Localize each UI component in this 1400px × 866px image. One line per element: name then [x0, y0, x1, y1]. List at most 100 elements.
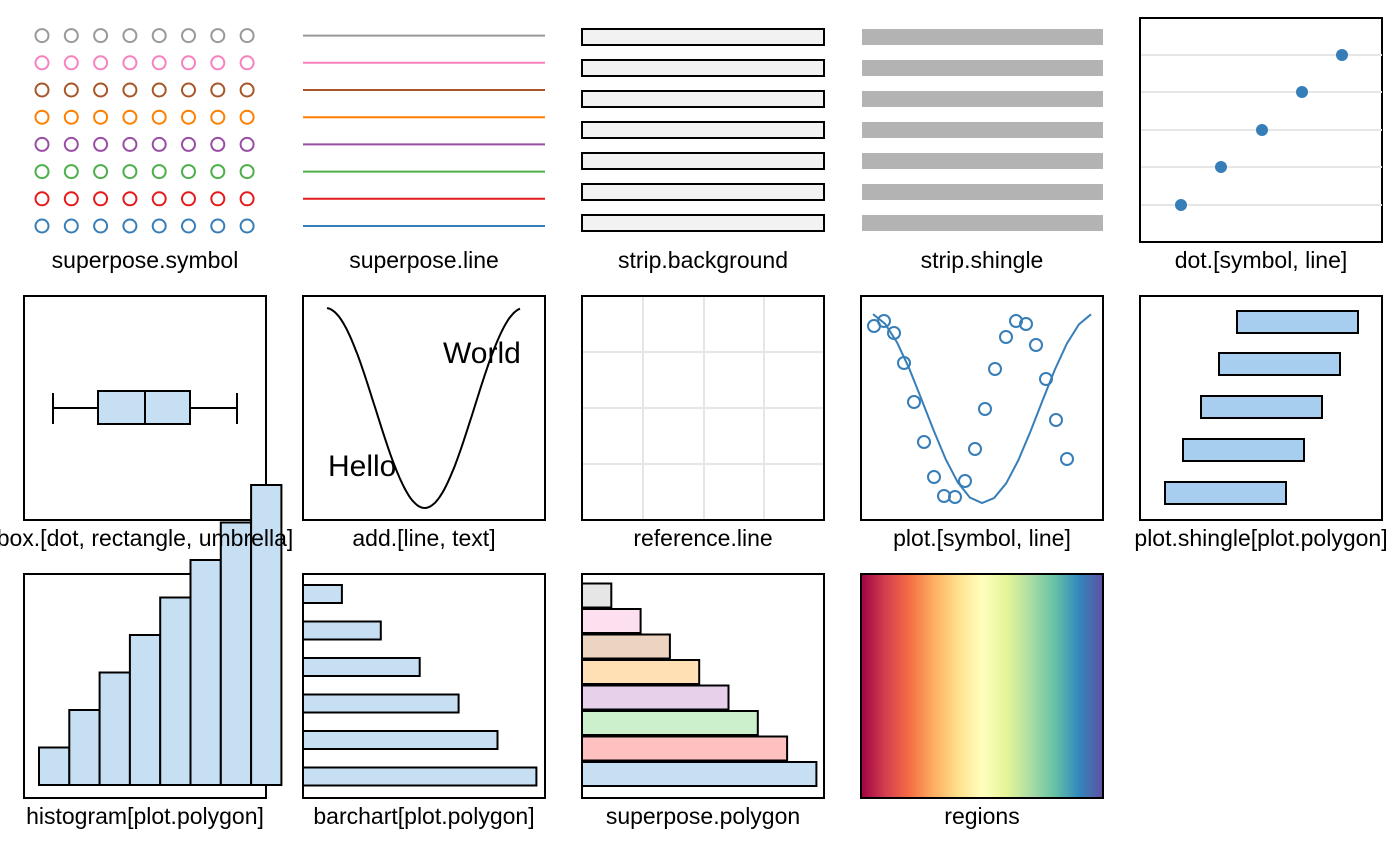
superpose-symbol-point — [181, 164, 196, 180]
strip-background-bar — [581, 152, 825, 170]
superpose-symbol-point — [239, 109, 255, 125]
superpose-symbol-point — [210, 164, 226, 180]
superpose-symbol-point — [34, 82, 50, 98]
superpose-symbol-point — [122, 82, 138, 98]
superpose-polygon-bar — [581, 761, 818, 787]
plot-symbol — [978, 402, 992, 416]
plot-symbol — [1019, 317, 1033, 331]
add-text-hello: Hello — [328, 450, 396, 483]
superpose-polygon-bar — [581, 608, 642, 634]
superpose-symbol-point — [181, 28, 196, 44]
superpose-symbol-point — [151, 218, 167, 234]
superpose-symbol-point — [34, 136, 50, 152]
superpose-symbol-point — [122, 55, 138, 71]
strip-background-bar — [581, 183, 825, 201]
superpose-symbol-point — [34, 218, 50, 234]
superpose-symbol-point — [122, 136, 138, 152]
superpose-symbol-point — [181, 218, 196, 234]
superpose-symbol-point — [239, 55, 255, 71]
superpose-symbol-point — [151, 109, 167, 125]
dot-point — [1256, 124, 1268, 136]
plot-symbol — [968, 442, 982, 456]
plot-line — [872, 313, 1092, 505]
dot-point — [1336, 49, 1348, 61]
shingle-interval — [1182, 438, 1305, 462]
superpose-symbol-point — [34, 28, 50, 44]
superpose-symbol-point — [239, 28, 255, 44]
superpose-symbol-point — [63, 191, 79, 207]
superpose-polygon-bar — [581, 735, 789, 762]
superpose-symbol-point — [122, 28, 138, 44]
label-superpose-symbol: superpose.symbol — [52, 247, 239, 273]
superpose-symbol-point — [151, 82, 167, 98]
superpose-symbol-point — [210, 109, 226, 125]
plot-symbol — [988, 362, 1002, 376]
plot-symbol — [1009, 314, 1023, 328]
superpose-symbol-point — [93, 55, 109, 71]
barchart-bar — [302, 584, 343, 604]
superpose-polygon-bar — [581, 659, 701, 685]
superpose-symbol-point — [122, 191, 138, 207]
superpose-symbol-point — [151, 191, 167, 207]
superpose-symbol-point — [93, 82, 109, 98]
superpose-symbol-point — [63, 218, 79, 234]
strip-shingle-bar — [862, 153, 1103, 169]
strip-shingle-bar — [862, 29, 1103, 45]
label-reference-line: reference.line — [633, 525, 772, 551]
superpose-symbol-point — [93, 109, 109, 125]
dot-point — [1175, 199, 1187, 211]
dot-point — [1296, 86, 1308, 98]
plot-symbol — [887, 326, 901, 340]
superpose-symbol-point — [63, 55, 79, 71]
strip-background-bar — [581, 59, 825, 77]
superpose-symbol-point — [151, 28, 167, 44]
superpose-symbol-point — [34, 55, 50, 71]
strip-shingle-bar — [862, 60, 1103, 76]
superpose-polygon-bar — [581, 684, 730, 711]
shingle-interval — [1218, 352, 1341, 376]
add-line-curve — [326, 307, 521, 510]
superpose-symbol-point — [239, 164, 255, 180]
histogram-bar — [38, 746, 71, 786]
superpose-symbol-point — [239, 82, 255, 98]
superpose-symbol-point — [210, 82, 226, 98]
barchart-bar — [302, 766, 538, 787]
superpose-symbol-point — [63, 136, 79, 152]
superpose-symbol-point — [239, 191, 255, 207]
superpose-symbol-point — [151, 55, 167, 71]
label-plot-shingle: plot.shingle[plot.polygon] — [1134, 525, 1387, 551]
shingle-interval — [1164, 481, 1287, 505]
barchart-bar — [302, 657, 421, 677]
superpose-symbol-point — [93, 28, 109, 44]
superpose-symbol-point — [151, 164, 167, 180]
strip-background-bar — [581, 214, 825, 232]
strip-shingle-bar — [862, 215, 1103, 231]
plot-symbol — [927, 470, 941, 484]
superpose-symbol-point — [93, 218, 109, 234]
barchart-panel-frame — [302, 573, 546, 799]
strip-background-bar — [581, 28, 825, 46]
strip-shingle-bar — [862, 91, 1103, 107]
shingle-interval — [1200, 395, 1323, 419]
labels-layer: superpose.symbol superpose.line strip.ba… — [0, 247, 1388, 829]
barchart-bar — [302, 693, 460, 714]
plot-symbol — [1060, 452, 1074, 466]
plot-symbol — [1039, 372, 1053, 386]
superpose-symbol-point — [122, 109, 138, 125]
plot-symbol — [877, 314, 891, 328]
strip-shingle-bar — [862, 184, 1103, 200]
strip-background-bar — [581, 90, 825, 108]
dot-point — [1215, 161, 1227, 173]
superpose-symbol-point — [122, 164, 138, 180]
plot-symbol — [907, 395, 921, 409]
histogram-bar — [189, 559, 222, 786]
superpose-symbol-point — [93, 164, 109, 180]
superpose-symbol-point — [63, 164, 79, 180]
superpose-symbol-point — [239, 136, 255, 152]
plot-symbol — [948, 490, 962, 504]
superpose-symbol-point — [93, 191, 109, 207]
label-add: add.[line, text] — [352, 525, 495, 551]
histogram-bar — [159, 596, 192, 786]
label-dot: dot.[symbol, line] — [1175, 247, 1348, 273]
plot-symbol — [917, 435, 931, 449]
